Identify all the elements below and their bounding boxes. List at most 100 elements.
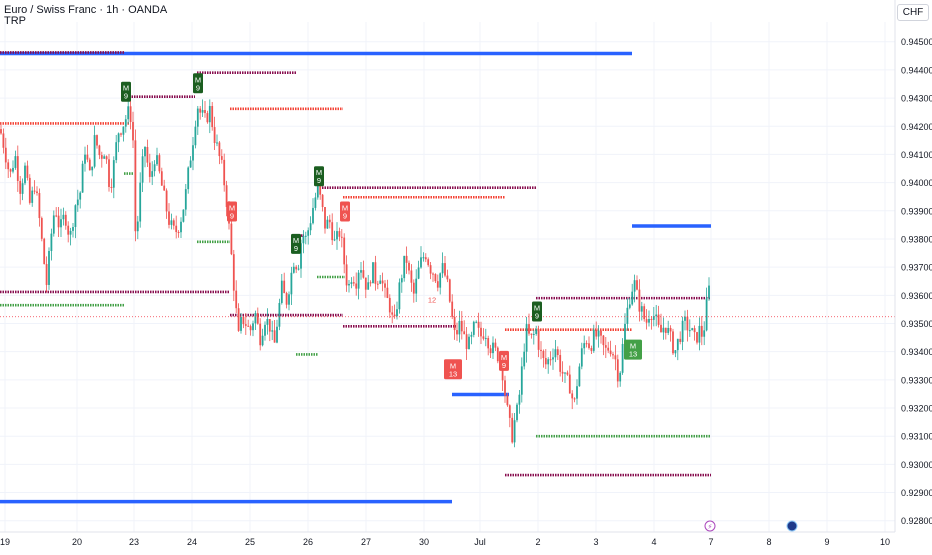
candle-body [55,215,58,217]
x-tick-label: 3 [593,537,598,547]
candle-body [4,147,7,163]
candle-body [268,319,271,332]
candle-body [348,283,350,286]
candle-body [24,165,26,184]
candle-body [424,257,427,260]
candle-body [36,191,38,194]
candle-body [681,320,684,342]
candle-body [278,302,281,327]
candle-body [124,119,127,127]
candle-body [669,327,672,332]
candle-body [127,106,130,120]
candle-body [67,225,70,235]
candle-body [338,231,341,237]
candle-body [316,184,319,198]
candle-body [91,166,94,171]
candle-body [667,327,670,333]
candle-body [696,332,698,343]
candle-body [432,273,434,275]
candle-body [523,351,526,367]
candle-body [295,266,298,270]
candle-body [172,220,175,226]
y-tick-label: 0.93100 [901,432,932,442]
marker-badge [499,350,509,371]
marker-text: M [195,75,201,84]
candle-body [163,185,166,191]
candle-body [328,219,331,223]
x-tick-label: 19 [0,537,10,547]
x-tick-label: 30 [419,537,429,547]
candle-body [213,127,216,144]
candle-body [576,386,578,399]
candle-layer [0,96,895,448]
x-tick-label: Jul [474,537,486,547]
candle-body [700,325,703,337]
candle-body [343,237,346,265]
candle-body [64,214,67,226]
candle-body [290,272,293,295]
candle-body [607,347,610,351]
candle-body [254,313,257,324]
candle-body [600,330,602,336]
candle-body [93,135,96,167]
x-tick-label: 8 [766,537,771,547]
candle-body [244,324,247,326]
candle-body [50,233,53,251]
candle-body [271,330,274,332]
candle-body [580,348,583,367]
candle-body [472,321,475,335]
candle-body [544,358,547,365]
candle-body [602,335,605,346]
x-tick-label: 7 [708,537,713,547]
y-tick-label: 0.94000 [901,178,932,188]
candle-body [86,154,89,160]
marker-badge [624,339,642,360]
candle-body [136,221,139,232]
candle-body [535,329,538,334]
x-tick-label: 10 [880,537,890,547]
candle-body [345,264,348,286]
candle-body [88,159,91,171]
candle-body [134,140,137,232]
candle-body [508,405,511,418]
candle-body [280,280,283,303]
candle-body [388,297,391,313]
candle-body [12,167,14,172]
candle-body [648,319,650,323]
candle-body [81,163,84,193]
marker-text: 9 [343,212,347,221]
candle-body [391,312,394,315]
candle-body [547,359,550,365]
candle-body [604,345,607,348]
candle-body [568,374,571,394]
candle-body [396,309,398,317]
candle-body [292,266,295,273]
candle-body [43,238,46,265]
candle-body [33,190,36,192]
candle-body [62,214,65,220]
candle-body [456,330,458,335]
candle-body [585,343,588,345]
candle-body [115,142,118,161]
candle-body [616,359,619,382]
candle-body [98,145,101,156]
candle-body [105,156,108,160]
candle-body [520,366,523,395]
candle-body [645,319,648,323]
candle-body [120,133,122,135]
candle-body [592,329,595,351]
candle-body [693,328,696,333]
candle-body [571,393,574,399]
currency-button[interactable]: CHF [897,4,929,21]
candle-body [170,220,173,225]
marker-badge [227,201,237,222]
lightning-icon-glyph: ⚡ [708,523,713,531]
candle-body [132,121,134,141]
candle-body [451,301,454,317]
candle-body [609,350,612,355]
candle-body [28,177,31,203]
candle-body [554,349,557,358]
